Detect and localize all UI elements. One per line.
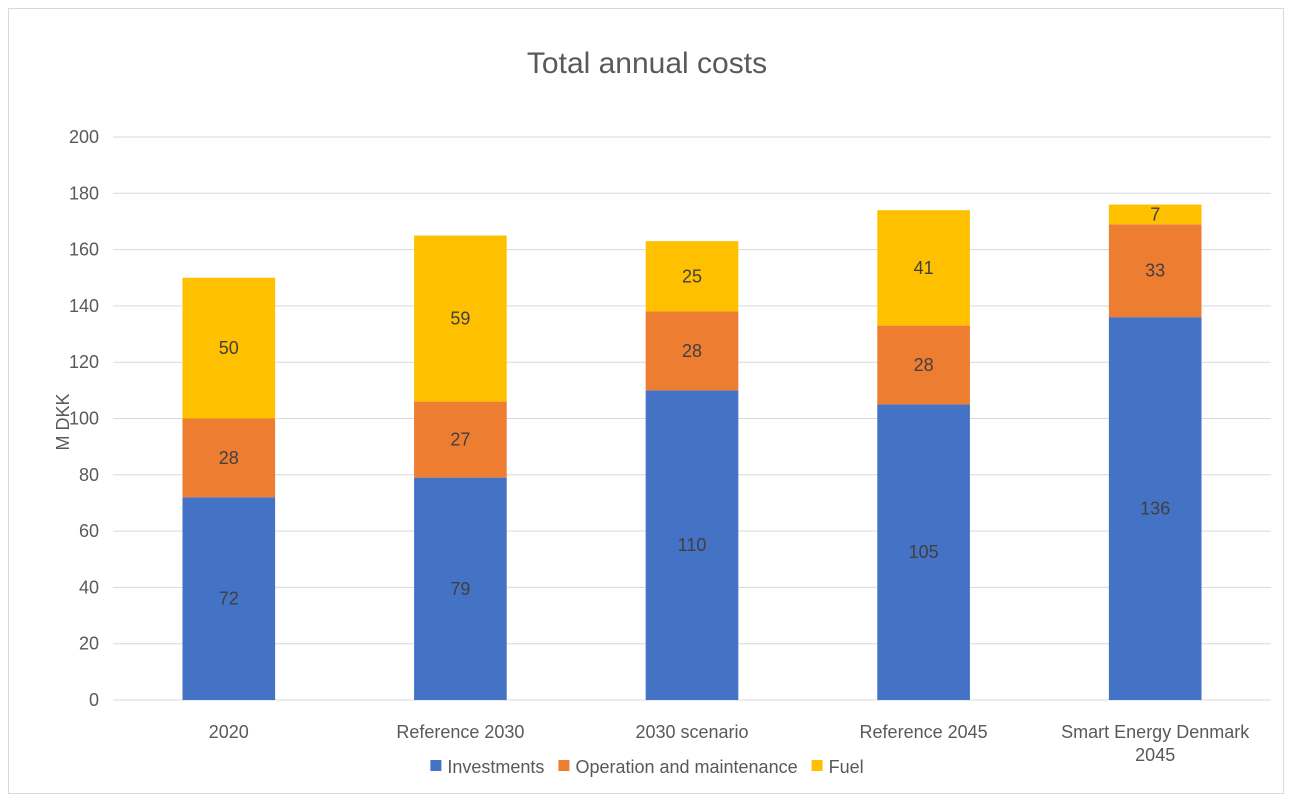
- x-tick-label: Smart Energy Denmark: [1061, 722, 1250, 742]
- x-ticks: 2020 Reference 2030 2030 scenario Reference…: [209, 722, 1250, 765]
- data-label: 50: [219, 338, 239, 358]
- y-tick-label: 40: [79, 577, 99, 597]
- y-axis-label: M DKK: [53, 393, 73, 450]
- bar-operation-and-maintenance-0: [182, 418, 276, 498]
- bars: 72 28 50 79 27 59 110 28 25 105 28 41 136 33 7: [182, 204, 1202, 700]
- x-tick-label: 2030 scenario: [635, 722, 748, 742]
- bar-operation-and-maintenance-3: [877, 325, 970, 405]
- x-tick-label: Reference 2045: [860, 722, 988, 742]
- data-label: 28: [682, 341, 702, 361]
- data-label: 110: [678, 535, 707, 555]
- data-label: 41: [914, 258, 934, 278]
- data-label: 25: [682, 266, 702, 286]
- x-tick-label: Reference 2030: [396, 722, 524, 742]
- data-label: 33: [1145, 261, 1165, 281]
- bar-fuel-3: [877, 210, 970, 326]
- data-label: 28: [914, 355, 934, 375]
- y-tick-label: 20: [79, 634, 99, 654]
- y-tick-label: 160: [69, 240, 99, 260]
- legend-swatch: [558, 760, 570, 771]
- bar-investments-3: [877, 404, 970, 700]
- data-label: 27: [450, 430, 470, 450]
- bar-investments-0: [182, 497, 276, 700]
- bar-investments-4: [1108, 317, 1202, 700]
- y-tick-label: 80: [79, 465, 99, 485]
- data-label: 72: [219, 589, 239, 609]
- chart-svg: Total annual costs M DKK 72 28 50 79 27 59 110…: [53, 47, 1271, 777]
- bar-fuel-4: [1108, 204, 1202, 225]
- data-label: 28: [219, 448, 239, 468]
- data-label: 79: [450, 579, 470, 599]
- y-tick-label: 0: [89, 690, 99, 710]
- data-label: 136: [1140, 499, 1170, 519]
- legend: Investments Operation and maintenance Fuel: [430, 757, 864, 777]
- x-tick-label: 2020: [209, 722, 249, 742]
- y-tick-label: 140: [69, 296, 99, 316]
- legend-swatch: [811, 760, 823, 771]
- x-tick-label: 2045: [1135, 745, 1175, 765]
- chart-frame: Total annual costs M DKK 72 28 50 79 27 59 110…: [8, 8, 1284, 794]
- bar-fuel-2: [645, 241, 739, 312]
- y-tick-label: 180: [69, 183, 99, 203]
- bar-fuel-1: [414, 235, 507, 402]
- data-label: 105: [909, 542, 939, 562]
- bar-operation-and-maintenance-2: [645, 311, 739, 391]
- bar-investments-1: [414, 477, 507, 700]
- bar-investments-2: [645, 390, 739, 700]
- chart-title: Total annual costs: [527, 47, 767, 80]
- y-ticks: 0 20 40 60 80 100 120 140 160 180 200: [69, 127, 99, 710]
- legend-label: Investments: [447, 757, 544, 777]
- legend-label: Operation and maintenance: [575, 757, 797, 777]
- y-tick-label: 120: [69, 352, 99, 372]
- data-label: 59: [450, 309, 470, 329]
- bar-operation-and-maintenance-1: [414, 401, 507, 478]
- y-tick-label: 100: [69, 409, 99, 429]
- bar-fuel-0: [182, 277, 276, 419]
- bar-operation-and-maintenance-4: [1108, 224, 1202, 318]
- legend-label: Fuel: [829, 757, 864, 777]
- legend-swatch: [430, 760, 442, 771]
- data-label: 7: [1150, 204, 1160, 224]
- y-tick-label: 200: [69, 127, 99, 147]
- y-tick-label: 60: [79, 521, 99, 541]
